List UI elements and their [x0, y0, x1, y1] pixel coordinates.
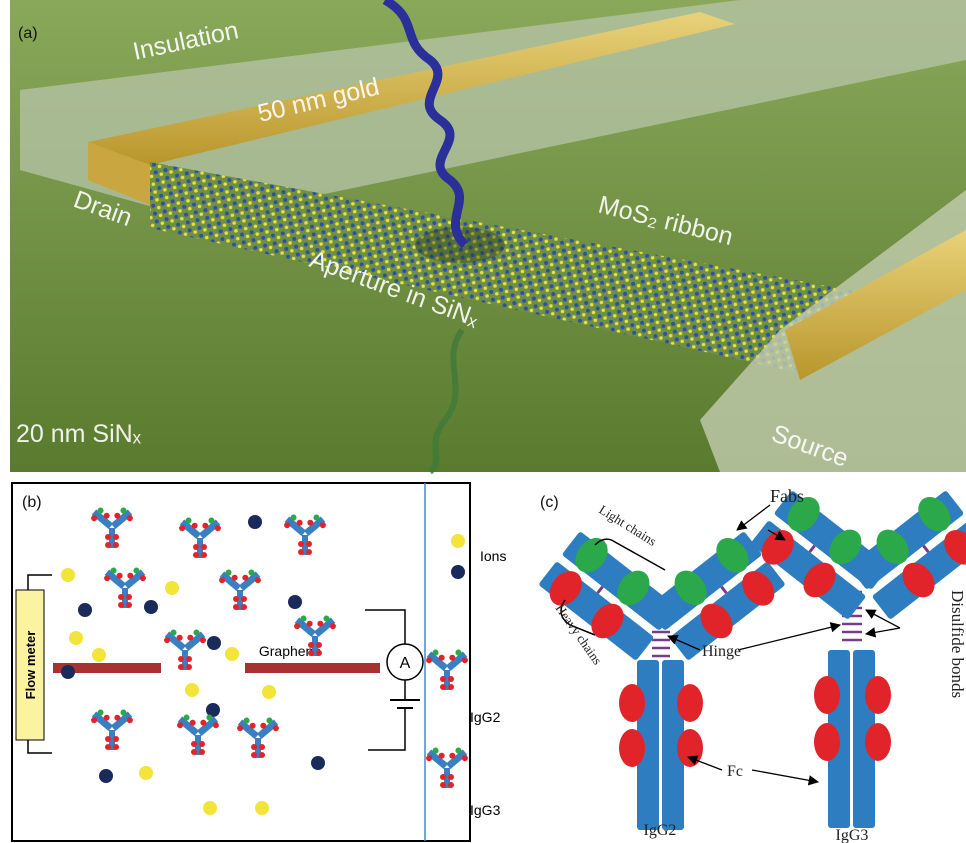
legend-label: IgG3 — [470, 802, 501, 818]
fabs-label: Fabs — [770, 486, 804, 506]
membrane-label: 20 nm SiNₓ — [16, 420, 142, 448]
legend-ion — [451, 534, 465, 548]
hinge-label: Hinge — [702, 643, 741, 660]
figure: (a) Insulation 50 nm gold Drain MoS₂ rib… — [0, 0, 966, 843]
light-chains-label: Light chains — [596, 502, 659, 549]
disulfide-label: Disulfide bonds — [948, 590, 966, 698]
panel-label: (c) — [540, 494, 559, 511]
igg2-antibody — [535, 526, 789, 830]
legend-label: Ions — [480, 548, 506, 564]
igg2-label: IgG2 — [644, 822, 677, 839]
graphene — [245, 663, 380, 673]
legend-label: IgG2 — [470, 709, 501, 725]
panel-b: (b) Flow meter Graphene A Ions IgG2 IgG3 — [12, 483, 506, 841]
igg3-antibody — [747, 485, 966, 828]
panel-label: (b) — [22, 494, 42, 511]
panel-c: (c) Fabs Light chains Heavy chains Hinge… — [535, 485, 966, 843]
panel-a: (a) Insulation 50 nm gold Drain MoS₂ rib… — [10, 0, 966, 473]
ammeter-label: A — [400, 655, 411, 672]
flow-meter-label: Flow meter — [23, 631, 38, 700]
legend-ion — [451, 565, 465, 579]
panel-label: (a) — [18, 25, 38, 42]
fc-label: Fc — [727, 763, 743, 780]
igg3-label: IgG3 — [836, 827, 869, 843]
